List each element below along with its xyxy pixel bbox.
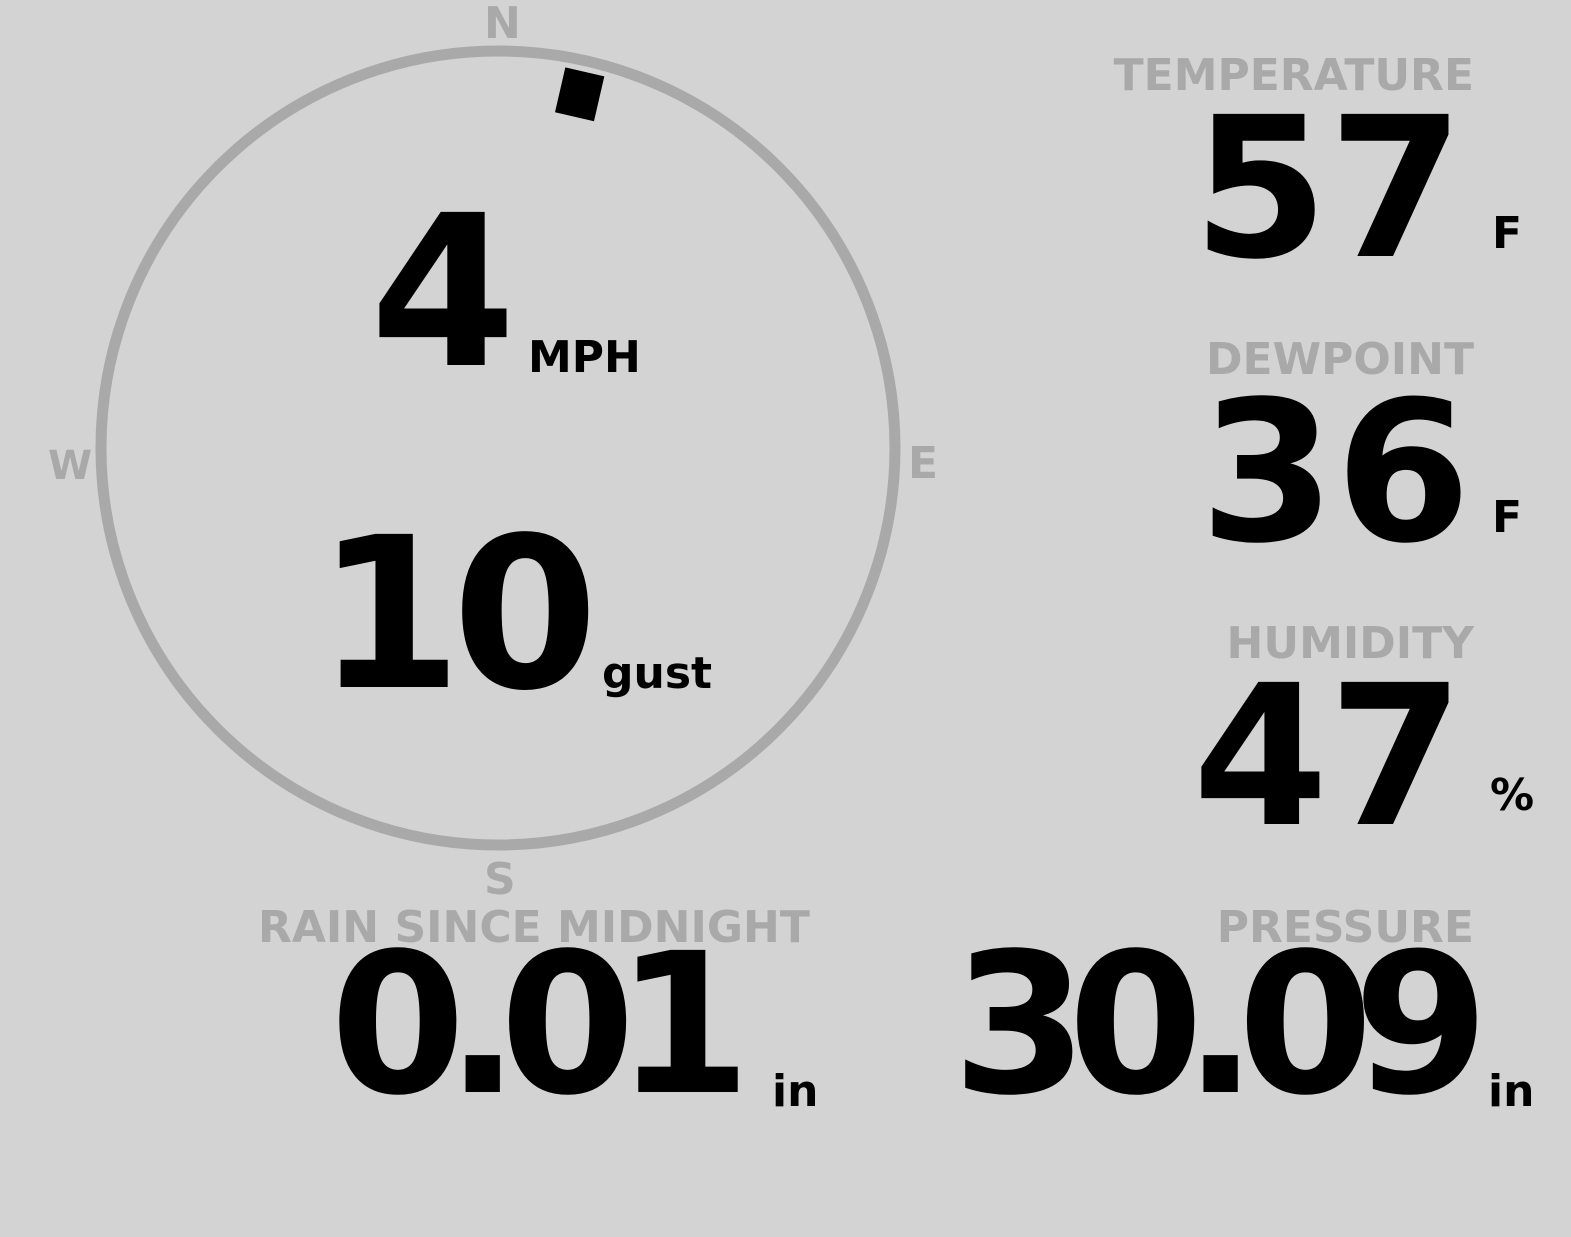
pressure-value: 30.09 [952,911,1489,1138]
rain-label: RAIN SINCE MIDNIGHT [258,902,810,953]
temperature-value: 57 [1192,75,1464,302]
wind-gust-unit: gust [602,648,713,699]
compass-east: E [908,438,939,489]
humidity-unit: % [1490,770,1535,821]
rain-value: 0.01 [330,911,751,1138]
wind-compass [95,45,901,851]
rain-unit: in [772,1066,819,1117]
wind-gust-value: 10 [316,492,598,737]
wind-direction-marker [554,67,605,122]
compass-ring [95,45,901,851]
pressure-unit: in [1488,1066,1535,1117]
compass-south: S [484,854,516,905]
wind-speed-value: 4 [370,170,517,415]
compass-west: W [48,443,93,489]
pressure-label: PRESSURE [1216,902,1474,953]
dewpoint-unit: F [1492,492,1523,543]
temperature-label: TEMPERATURE [1113,50,1474,101]
humidity-label: HUMIDITY [1226,618,1474,669]
dewpoint-label: DEWPOINT [1206,334,1474,385]
wind-speed-unit: MPH [528,332,641,383]
temperature-unit: F [1492,208,1523,259]
compass-north: N [484,0,521,49]
humidity-value: 47 [1192,643,1464,870]
dewpoint-value: 36 [1199,359,1471,586]
